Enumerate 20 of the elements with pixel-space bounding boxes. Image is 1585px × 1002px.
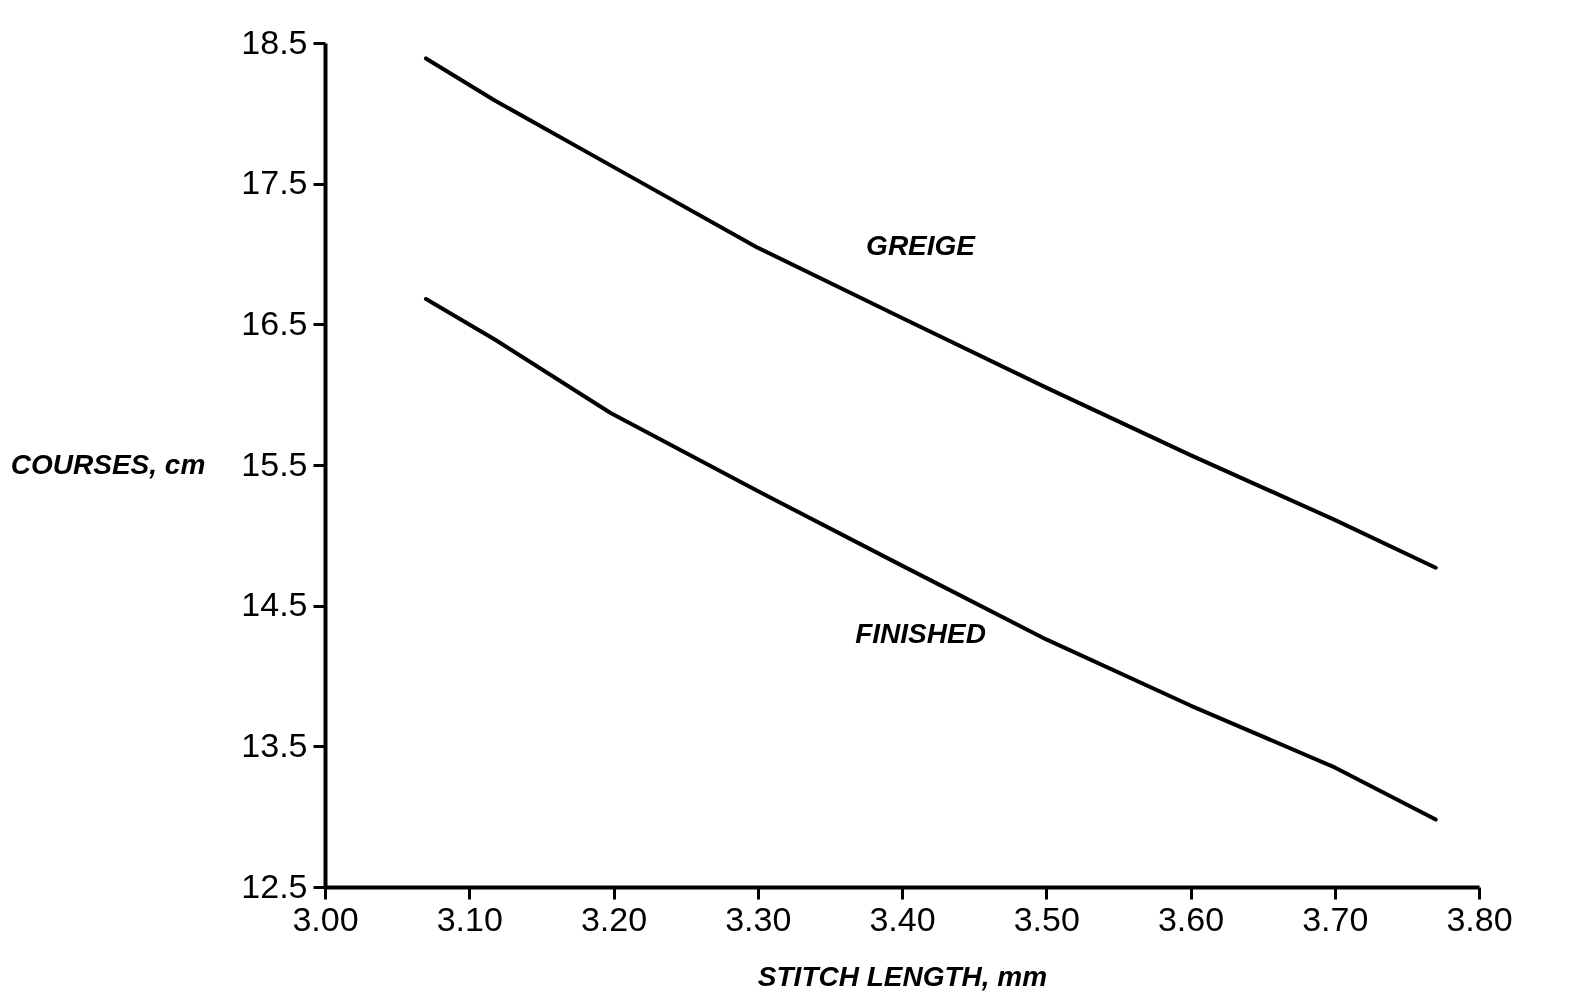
line-series	[423, 297, 1438, 822]
series-label: GREIGE	[866, 230, 977, 262]
x-axis-title: STITCH LENGTH, mm	[757, 960, 1048, 992]
y-tick-label: 16.5	[241, 303, 308, 342]
x-tick-label: 3.50	[1013, 899, 1080, 938]
line-series	[423, 56, 1438, 570]
y-tick-label: 13.5	[241, 725, 308, 764]
y-tick-label: 17.5	[241, 163, 308, 202]
x-tick-label: 3.30	[725, 899, 792, 938]
y-tick-label: 18.5	[241, 22, 308, 61]
y-tick-label: 15.5	[241, 444, 308, 483]
x-tick-label: 3.70	[1302, 899, 1369, 938]
x-tick-label: 3.20	[580, 899, 648, 938]
x-tick-label: 3.40	[869, 899, 936, 938]
y-tick-label: 14.5	[241, 585, 308, 624]
x-tick-label: 3.80	[1446, 899, 1513, 938]
x-tick-label: 3.10	[436, 899, 503, 938]
y-axis-title: COURSES, cm	[10, 448, 206, 480]
series-label: FINISHED	[855, 617, 986, 649]
x-tick-label: 3.60	[1157, 899, 1225, 938]
